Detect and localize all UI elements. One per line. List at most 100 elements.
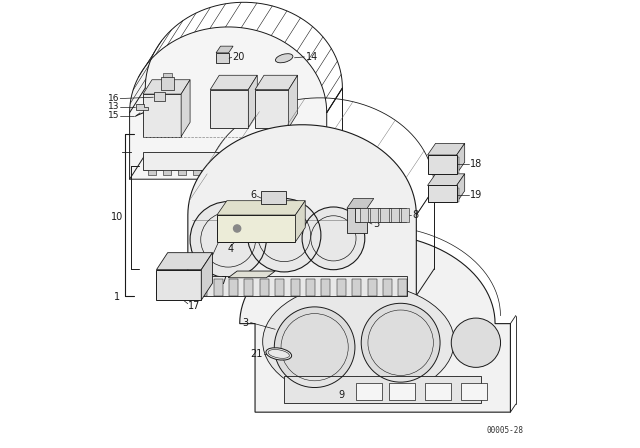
Circle shape [248,198,321,272]
Bar [454,188,459,202]
Text: 20: 20 [233,52,245,62]
Bar [260,279,269,296]
Polygon shape [181,80,190,137]
Bar [291,279,300,296]
Text: 5: 5 [373,219,379,229]
Polygon shape [210,75,257,90]
Circle shape [275,307,355,388]
Bar [143,94,181,137]
Polygon shape [216,46,233,53]
Bar [447,188,452,202]
Circle shape [302,207,365,270]
Bar [389,383,415,400]
Polygon shape [457,143,465,174]
Bar [383,279,392,296]
Text: 13: 13 [108,102,119,111]
Polygon shape [157,253,212,270]
Bar [298,170,307,175]
Text: 11: 11 [228,205,240,214]
Text: 8: 8 [412,210,419,220]
Bar [347,208,367,233]
Bar [367,279,376,296]
Polygon shape [457,174,465,202]
Bar [425,383,451,400]
Bar [210,90,248,128]
Ellipse shape [266,348,292,360]
Bar [428,155,457,174]
Bar [454,157,459,173]
Polygon shape [255,75,298,90]
Bar [143,152,317,170]
Bar [193,170,201,175]
Text: 6: 6 [250,190,257,200]
Polygon shape [136,104,148,110]
Circle shape [234,225,241,232]
Polygon shape [296,201,305,242]
Bar [356,383,382,400]
Bar [352,279,361,296]
Text: 18: 18 [470,159,483,169]
Bar [371,208,378,222]
Bar [321,279,330,296]
Polygon shape [428,174,465,185]
Bar [217,215,296,242]
Bar [157,270,202,300]
Bar [253,170,261,175]
Bar [161,77,174,90]
Polygon shape [240,233,511,412]
Polygon shape [143,80,190,94]
Bar [216,53,228,63]
Bar [355,208,406,222]
Text: 12: 12 [228,211,240,220]
Circle shape [190,202,266,278]
Bar [447,157,452,173]
Ellipse shape [275,54,293,63]
Text: 17: 17 [188,302,200,311]
Text: 19: 19 [470,190,483,200]
Bar [214,279,223,296]
Bar [229,279,238,296]
Text: 10: 10 [111,212,124,222]
Ellipse shape [262,283,454,400]
Polygon shape [248,75,257,128]
Polygon shape [188,125,417,296]
Text: 3: 3 [242,318,248,327]
Text: 1: 1 [115,293,120,302]
Bar [380,208,388,222]
Bar [314,170,321,175]
Bar [163,73,172,77]
Bar [306,279,315,296]
Bar [208,170,216,175]
Bar [238,170,246,175]
Bar [198,279,207,296]
Bar [461,383,487,400]
Bar [440,157,445,173]
Bar [148,170,156,175]
Bar [275,279,284,296]
Bar [178,170,186,175]
Bar [284,376,481,403]
Bar [283,170,291,175]
Polygon shape [130,27,327,179]
Polygon shape [347,198,374,208]
Bar [390,208,399,222]
Bar [428,185,457,202]
Text: 00005-28: 00005-28 [487,426,524,435]
Text: 16: 16 [108,94,119,103]
Bar [261,191,285,204]
Bar [398,279,408,296]
Text: 21: 21 [250,349,262,359]
Bar [163,170,171,175]
Bar [268,170,276,175]
Text: 2: 2 [228,218,234,227]
Bar [433,188,437,202]
Bar [192,276,408,296]
Text: 4: 4 [227,244,234,254]
Bar [360,208,369,222]
Circle shape [361,303,440,382]
Bar [337,279,346,296]
Bar [401,208,409,222]
Polygon shape [228,271,275,278]
Bar [433,157,437,173]
Bar [255,90,289,128]
